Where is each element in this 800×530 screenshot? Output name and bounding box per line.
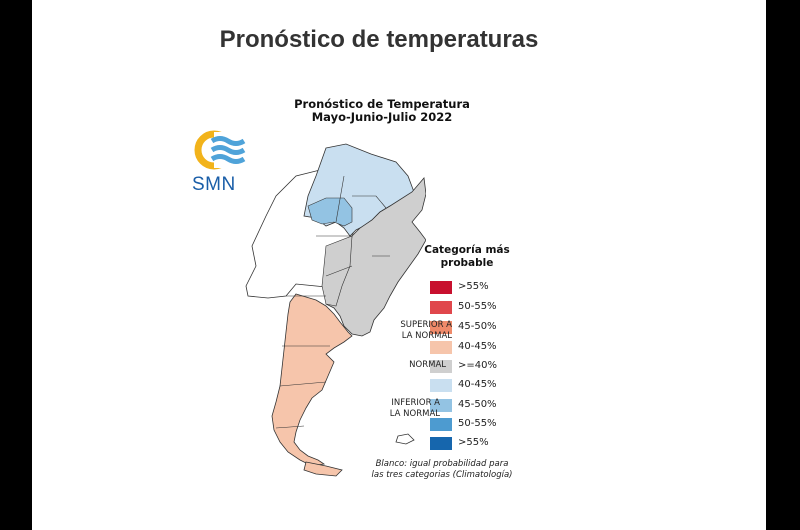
footnote-line2: las tres categorias (Climatología) — [371, 470, 513, 480]
legend-swatch — [430, 321, 452, 334]
legend-swatch — [430, 437, 452, 450]
region-tierra-del-fuego — [303, 461, 343, 477]
footnote-line1: Blanco: igual probabilidad para — [375, 459, 509, 469]
legend-group-normal: NORMAL — [409, 360, 446, 370]
legend-swatch — [430, 418, 452, 431]
legend-group-inferior-line2: LA NORMAL — [389, 409, 440, 419]
legend-label: 50-55% — [458, 301, 497, 312]
smn-logo: SMN — [192, 128, 254, 202]
smn-logo-icon — [194, 130, 246, 170]
map-title-line1: Pronóstico de Temperatura — [294, 97, 470, 111]
legend-title-line2: probable — [440, 257, 494, 269]
legend-group-superior: SUPERIOR A LA NORMAL — [386, 320, 452, 342]
region-normal-center — [321, 235, 353, 307]
legend-group-inferior: INFERIOR A LA NORMAL — [386, 398, 440, 420]
page-heading: Pronóstico de temperaturas — [219, 26, 539, 53]
legend-label: 50-55% — [458, 418, 497, 429]
region-above-normal-north-strong — [307, 197, 353, 227]
region-below-normal-patagonia — [271, 293, 353, 467]
legend-swatch — [430, 360, 452, 373]
legend-label: 40-45% — [458, 379, 497, 390]
legend-swatch — [430, 281, 452, 294]
smn-logo-text: SMN — [192, 174, 236, 195]
legend-title: Categoría más probable — [412, 244, 522, 270]
legend-label: >55% — [458, 437, 489, 448]
map-title: Pronóstico de Temperatura Mayo-Junio-Jul… — [262, 98, 502, 124]
legend-label: 40-45% — [458, 341, 497, 352]
legend-swatch — [430, 379, 452, 392]
legend-label: >55% — [458, 281, 489, 292]
legend-swatch — [430, 301, 452, 314]
map-footnote: Blanco: igual probabilidad para las tres… — [342, 459, 542, 481]
legend-title-line1: Categoría más — [424, 244, 510, 256]
argentina-map — [245, 143, 426, 477]
map-title-line2: Mayo-Junio-Julio 2022 — [311, 110, 453, 124]
legend-label: 45-50% — [458, 321, 497, 332]
legend-swatch — [430, 341, 452, 354]
province-boundaries — [275, 175, 390, 429]
legend-group-superior-line1: SUPERIOR A — [400, 320, 452, 330]
legend-group-inferior-line1: INFERIOR A — [391, 398, 440, 408]
legend-swatch — [430, 399, 452, 412]
legend-label: 45-50% — [458, 399, 497, 410]
malvinas-islands — [395, 433, 415, 445]
legend-label: >=40% — [458, 360, 497, 371]
legend-group-superior-line2: LA NORMAL — [401, 331, 452, 341]
